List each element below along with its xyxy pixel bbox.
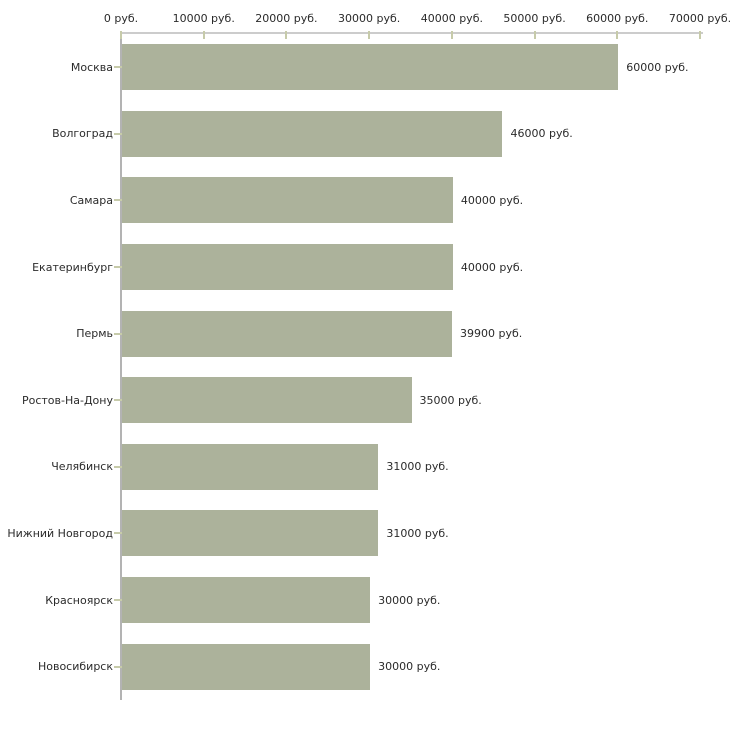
bar-row: Екатеринбург 40000 руб. [32,234,701,301]
category-label: Самара [69,193,113,207]
x-tick-mark [285,31,288,39]
x-tick-label: 40000 руб. [420,12,483,25]
bar-row: Челябинск 31000 руб. [51,434,701,501]
x-tick-label: 10000 руб. [172,12,235,25]
value-label: 40000 руб. [460,193,524,207]
category-label: Красноярск [45,593,113,607]
bar-row: Москва 60000 руб. [71,34,701,101]
category-label: Пермь [76,327,113,341]
bar-row: Пермь 39900 руб. [76,300,701,367]
value-label: 31000 руб. [386,460,449,474]
bar-row: Волгоград 46000 руб. [52,101,701,168]
category-label: Ростов-На-Дону [21,393,113,407]
x-tick-mark [120,31,122,39]
bar-rows: Москва 60000 руб. Волгоград 46000 руб. С… [7,34,701,700]
category-label: Екатеринбург [32,260,113,274]
x-tick-label: 0 руб. [103,12,139,25]
x-tick-mark [450,31,453,39]
x-tick-label: 60000 руб. [586,12,649,25]
bar [122,44,619,91]
y-tick-mark [114,399,122,402]
y-axis-line [120,32,122,700]
y-tick-mark [114,465,122,468]
bar [122,110,503,157]
value-label: 40000 руб. [460,260,524,274]
bar-row: Самара 40000 руб. [70,167,701,234]
bar [122,244,453,291]
value-label: 46000 руб. [510,127,573,141]
bar [122,443,379,490]
x-tick-label: 30000 руб. [338,12,401,25]
y-tick-mark [114,199,122,202]
value-label: 60000 руб. [626,60,689,74]
bar [122,310,453,357]
y-tick-mark [114,132,122,135]
y-tick-mark [114,665,122,668]
y-tick-mark [114,332,122,335]
value-label: 35000 руб. [419,393,482,407]
x-tick-mark [616,31,619,39]
y-tick-mark [114,599,122,602]
x-tick-mark [202,31,205,39]
bar [122,577,371,624]
category-label: Новосибирск [37,660,113,674]
y-tick-mark [114,66,122,69]
value-label: 31000 руб. [386,526,449,540]
bar-row: Нижний Новгород 31000 руб. [7,500,701,567]
x-tick-mark [533,31,536,39]
x-tick-mark [368,31,371,39]
value-label: 30000 руб. [378,660,441,674]
y-tick-mark [114,266,122,269]
x-tick-mark [699,31,701,39]
x-tick-label: 50000 руб. [503,12,566,25]
bar [122,643,371,690]
bar-row: Красноярск 30000 руб. [45,567,701,634]
x-tick-label: 70000 руб. [668,12,730,25]
bar-row: Новосибирск 30000 руб. [38,633,701,700]
bar [122,377,412,424]
value-label: 39900 руб. [460,327,523,341]
bar-row: Ростов-На-Дону 35000 руб. [22,367,701,434]
bar [122,177,453,224]
value-label: 30000 руб. [378,593,441,607]
category-label: Москва [70,60,113,74]
category-label: Челябинск [51,460,113,474]
x-axis-line [120,32,703,34]
category-label: Волгоград [52,127,113,141]
bar [122,510,379,557]
y-tick-mark [114,532,122,535]
category-label: Нижний Новгород [7,526,113,540]
x-tick-label: 20000 руб. [255,12,318,25]
